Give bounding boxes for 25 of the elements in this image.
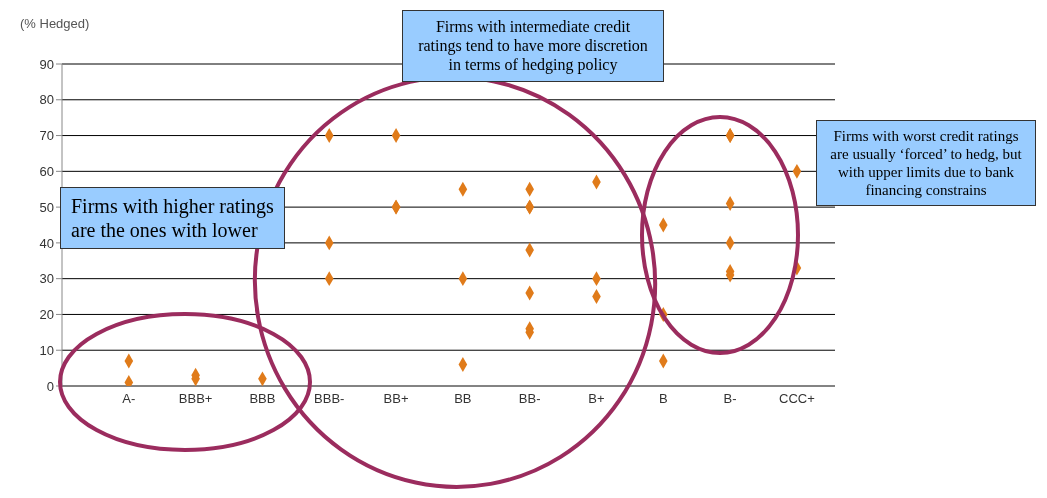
y-tick-label: 80 <box>39 92 54 108</box>
x-tick-label: B+ <box>588 391 605 407</box>
x-tick-label: A- <box>122 391 136 407</box>
y-tick-label: 20 <box>39 307 54 323</box>
annotation: Firms with intermediate credit ratings tend to have more discretion in terms of hedging policy <box>402 10 664 82</box>
y-tick-label: 70 <box>39 128 54 144</box>
x-tick-label: BBB <box>249 391 276 407</box>
y-tick-label: 50 <box>39 199 54 215</box>
y-tick-label: 40 <box>39 235 54 251</box>
annotation: Firms with higher ratings are the ones with lower <box>60 187 285 249</box>
x-tick-label: BB <box>454 391 472 407</box>
y-axis-title: (% Hedged) <box>20 16 90 31</box>
x-tick-label: BB- <box>518 391 541 407</box>
annotation: Firms with worst credit ratings are usually ‘forced’ to hedg, but with upper limits due to bank financing constrains <box>816 120 1036 206</box>
y-tick-label: 0 <box>46 378 54 394</box>
x-tick-label: BBB- <box>314 391 345 407</box>
y-tick-label: 10 <box>39 342 54 358</box>
y-tick-label: 90 <box>39 56 54 72</box>
x-tick-label: B- <box>723 391 737 407</box>
y-tick-label: 30 <box>39 271 54 287</box>
y-tick-label: 60 <box>39 163 54 179</box>
x-tick-label: BBB+ <box>178 391 213 407</box>
x-tick-label: B <box>658 391 668 407</box>
x-tick-label: CCC+ <box>779 391 815 407</box>
x-tick-label: BB+ <box>383 391 409 407</box>
